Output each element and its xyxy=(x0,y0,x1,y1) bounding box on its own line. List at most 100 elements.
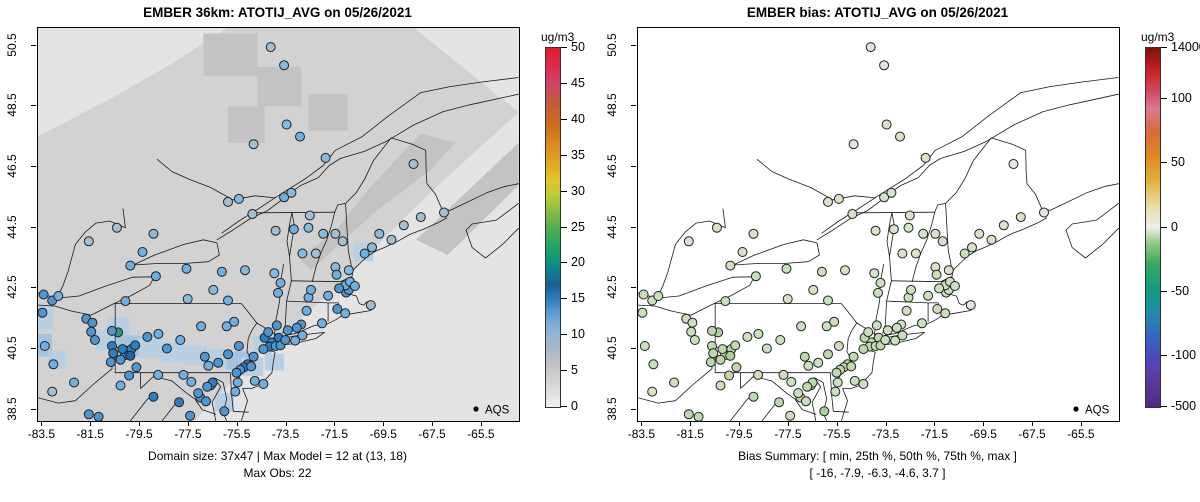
boundary-line xyxy=(886,300,939,304)
x-tick-mark xyxy=(787,421,789,426)
colorbar-tick-mark xyxy=(1161,290,1167,292)
station-dot xyxy=(219,406,230,417)
station-dot xyxy=(310,248,321,259)
station-dot xyxy=(821,321,832,332)
boundary-line xyxy=(132,239,220,266)
x-tick-mark xyxy=(480,421,482,426)
station-dot xyxy=(130,340,141,351)
station-dot xyxy=(231,367,242,378)
station-dot xyxy=(823,349,833,360)
station-dot xyxy=(669,377,680,388)
boundary-line xyxy=(285,93,519,197)
station-dot xyxy=(750,271,761,282)
panel-model-captions: Domain size: 37x47 | Max Model = 12 at (… xyxy=(7,448,548,481)
station-dot xyxy=(83,409,94,420)
station-dot xyxy=(801,396,811,407)
boundary-line xyxy=(891,276,952,283)
station-dot xyxy=(297,248,308,259)
station-dot xyxy=(89,335,100,345)
colorbar-tick-mark xyxy=(561,226,567,228)
station-dot xyxy=(707,325,717,336)
station-dot xyxy=(683,236,694,247)
station-dot xyxy=(53,291,64,301)
station-dot xyxy=(847,209,858,219)
station-dot xyxy=(258,379,269,389)
station-dot xyxy=(799,351,810,362)
colorbar-tick-label: 0 xyxy=(1171,219,1178,234)
station-dot xyxy=(823,295,833,306)
station-dot xyxy=(778,369,789,380)
station-dot xyxy=(297,330,308,341)
station-dot xyxy=(949,281,960,291)
station-dot xyxy=(117,344,128,355)
boundary-line xyxy=(934,137,1042,213)
station-dot xyxy=(86,326,97,337)
station-dot xyxy=(830,386,841,397)
station-dot xyxy=(415,212,426,223)
station-dot xyxy=(897,248,908,259)
station-dot xyxy=(286,187,297,198)
caption-max-obs: Max Obs: 22 xyxy=(243,465,312,480)
station-dot xyxy=(803,360,814,371)
x-tick-label: -83.5 xyxy=(27,427,56,441)
station-dot xyxy=(249,375,260,386)
station-dot xyxy=(932,304,943,314)
station-dot xyxy=(186,376,197,387)
colorbar-tick-mark xyxy=(561,298,567,300)
station-dot xyxy=(934,283,945,294)
station-dot xyxy=(398,220,409,231)
station-dot xyxy=(290,335,301,346)
colorbar-tick-label: 30 xyxy=(571,183,585,198)
station-dot xyxy=(819,406,830,417)
panel-bias-captions: Bias Summary: [ min, 25th %, 50th %, 75t… xyxy=(607,448,1148,481)
x-tick-label: -77.5 xyxy=(174,427,202,441)
station-dot xyxy=(233,193,244,204)
x-tick-mark xyxy=(236,421,238,426)
station-dot xyxy=(374,228,385,239)
field-cell xyxy=(214,393,234,412)
y-tick-mark xyxy=(31,44,36,46)
x-tick-mark xyxy=(383,421,385,426)
station-dot xyxy=(295,131,305,142)
station-dot xyxy=(87,317,98,328)
colorbar-tick-label: 10 xyxy=(571,327,585,342)
station-dot xyxy=(367,242,377,253)
bias-map: AQS xyxy=(637,27,1120,422)
station-dot xyxy=(708,348,719,359)
station-dot xyxy=(38,289,49,300)
x-tick-label: -69.5 xyxy=(369,427,397,441)
x-tick-mark xyxy=(934,421,936,426)
station-dot xyxy=(829,316,840,327)
station-dot xyxy=(903,222,914,233)
colorbar-tick-label: 0 xyxy=(571,399,578,413)
colorbar-tick-label: -50 xyxy=(1171,283,1190,298)
boundary-line xyxy=(114,303,277,336)
station-dot xyxy=(273,287,283,298)
station-dot xyxy=(865,42,876,53)
aqs-legend: AQS xyxy=(473,405,510,417)
y-tick-mark xyxy=(31,165,36,167)
station-dot xyxy=(639,341,650,351)
station-dot xyxy=(937,236,948,247)
colorbar xyxy=(1145,47,1161,408)
station-dot xyxy=(848,139,859,150)
boundary-line xyxy=(465,203,519,231)
station-dot xyxy=(105,357,116,368)
boundary-line xyxy=(873,183,1119,344)
x-tick-mark xyxy=(641,421,643,426)
colorbar-tick-mark xyxy=(561,82,567,84)
field-cell xyxy=(138,338,164,359)
x-tick-label: -75.5 xyxy=(223,427,251,441)
station-dot xyxy=(137,247,148,257)
y-tick-label: 40.5 xyxy=(605,336,619,360)
boundary-line xyxy=(311,211,336,283)
station-dot xyxy=(125,350,136,361)
station-dot xyxy=(920,152,931,163)
boundary-line xyxy=(465,227,519,259)
station-dot xyxy=(816,266,827,277)
station-dot xyxy=(153,328,164,339)
station-dot xyxy=(279,60,290,71)
station-dot xyxy=(793,388,804,399)
boundary-line xyxy=(821,190,887,234)
boundary-line xyxy=(638,276,755,316)
